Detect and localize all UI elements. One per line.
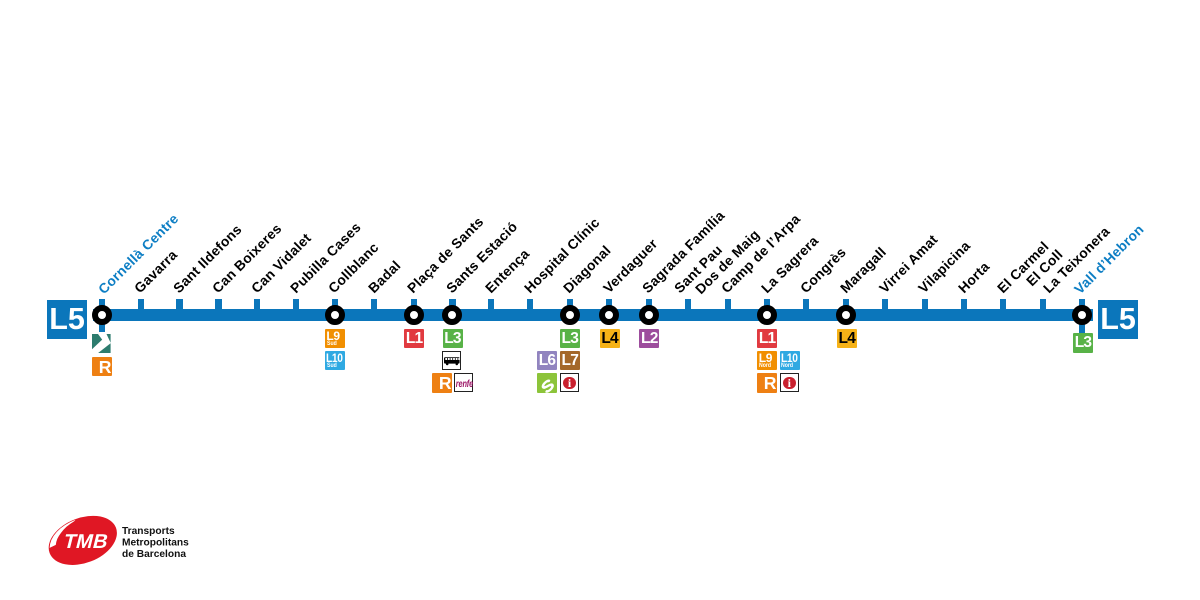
- svg-text:Transports: Transports: [122, 526, 175, 537]
- svg-text:Metropolitans: Metropolitans: [122, 538, 189, 549]
- svg-text:de Barcelona: de Barcelona: [122, 549, 186, 560]
- svg-text:TMB: TMB: [61, 531, 110, 553]
